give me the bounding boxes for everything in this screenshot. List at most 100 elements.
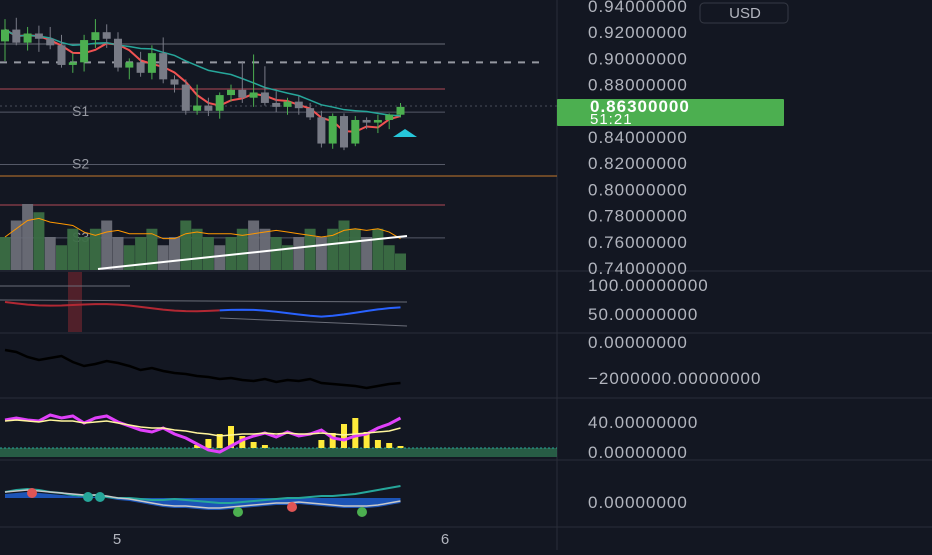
candlesticks xyxy=(1,17,405,151)
indicator-tick-label: 0.00000000 xyxy=(588,443,688,462)
volume-bar xyxy=(372,228,384,270)
volume-bar xyxy=(10,220,22,270)
wave-signal-dot xyxy=(287,502,297,512)
volume-bar xyxy=(157,245,169,270)
pivot-label-s1: S1 xyxy=(72,103,89,119)
price-tick-label: 0.80000000 xyxy=(588,180,688,199)
candle-body xyxy=(351,119,360,144)
momentum-zero-band xyxy=(0,448,557,457)
price-tick-label: 0.88000000 xyxy=(588,76,688,95)
candle-body xyxy=(215,95,224,111)
last-price-marker: 0.86300000 51:21 xyxy=(393,97,784,137)
arrow-up-icon xyxy=(393,129,417,137)
candle-body xyxy=(227,89,235,96)
candle-body xyxy=(147,53,156,73)
volume-bar xyxy=(202,237,214,270)
time-label-6[interactable]: 6 xyxy=(441,531,449,548)
volume-bar xyxy=(135,237,147,270)
price-tick-label: 0.78000000 xyxy=(588,207,688,226)
momentum-histogram-bar xyxy=(329,433,336,448)
candle-body xyxy=(260,92,269,103)
wave-signal-dot xyxy=(357,507,367,517)
price-tick-label: 0.84000000 xyxy=(588,128,688,147)
volume-bar xyxy=(169,237,180,270)
volume-average-line xyxy=(4,217,401,240)
candle-body xyxy=(91,32,100,41)
volume-bar xyxy=(383,245,395,270)
volume-bar xyxy=(304,228,316,270)
candle-body xyxy=(46,38,55,46)
candle-body xyxy=(283,101,292,107)
volume-bar xyxy=(214,245,226,270)
pivot-label-s2: S2 xyxy=(72,156,89,172)
indicator-axes[interactable]: 100.00000000 50.00000000 0.00000000 −200000… xyxy=(588,276,761,512)
oscillator-line-bullish xyxy=(219,306,401,318)
candle-body xyxy=(125,62,134,68)
countdown-label: 51:21 xyxy=(590,111,633,128)
wave-signal-dot xyxy=(27,488,37,498)
indicator-tick-label: 50.00000000 xyxy=(588,305,698,324)
volume-bar xyxy=(67,228,79,270)
candle-body xyxy=(249,92,258,98)
currency-button[interactable]: USD xyxy=(699,2,789,24)
momentum-line xyxy=(4,413,402,454)
oscillator-signal-line xyxy=(0,299,408,303)
time-label-5[interactable]: 5 xyxy=(113,531,121,548)
candle-body xyxy=(1,29,9,42)
volume-bar xyxy=(123,245,135,270)
wave-line-slow xyxy=(4,489,401,509)
candle-body xyxy=(23,33,32,43)
volume-bar xyxy=(78,237,90,270)
volume-bar xyxy=(89,228,101,270)
oscillator-highlight xyxy=(68,272,82,332)
candle-body xyxy=(204,105,213,111)
volume-bar xyxy=(349,228,361,270)
volume-bar xyxy=(22,204,34,270)
candle-body xyxy=(136,62,145,73)
volume-bars xyxy=(0,204,408,270)
candle-body xyxy=(34,33,43,39)
candle-body xyxy=(396,106,405,115)
momentum-histogram-bar xyxy=(205,439,212,448)
volume-bar xyxy=(236,228,248,270)
candle-body xyxy=(362,119,371,123)
candle-body xyxy=(317,117,326,144)
volume-bar xyxy=(56,245,67,270)
candle-body xyxy=(114,38,122,68)
momentum-histogram-bar xyxy=(318,440,325,448)
candle-body xyxy=(238,89,247,98)
price-axis[interactable]: 0.94000000 0.92000000 0.90000000 0.88000000… xyxy=(588,0,688,278)
currency-button-bg[interactable] xyxy=(699,2,789,24)
candle-body xyxy=(12,29,21,43)
momentum-signal-line xyxy=(4,419,401,437)
volume-bar xyxy=(180,220,192,270)
volume-bar xyxy=(146,228,158,270)
volume-bar xyxy=(293,237,305,270)
price-tick-label: 0.74000000 xyxy=(588,259,688,278)
candle-body xyxy=(373,119,382,123)
momentum-histogram-bar xyxy=(397,446,404,448)
volume-bar xyxy=(101,220,113,270)
price-tick-label: 0.92000000 xyxy=(588,23,688,42)
volume-bar xyxy=(338,220,350,270)
volume-bar xyxy=(44,237,56,270)
volume-bar xyxy=(270,237,282,270)
volume-bar xyxy=(0,237,11,270)
candle-body xyxy=(68,62,77,65)
price-tick-label: 0.82000000 xyxy=(588,154,688,173)
oscillator-line-bearish xyxy=(4,301,220,313)
last-price-box xyxy=(557,99,784,126)
momentum-histogram-bar xyxy=(341,424,347,448)
momentum-histogram-bar xyxy=(363,432,370,448)
price-tick-label: 0.90000000 xyxy=(588,49,688,68)
indicator-tick-label: 40.00000000 xyxy=(588,413,698,432)
momentum-histogram-bar xyxy=(261,445,268,448)
volume-bar xyxy=(191,228,203,270)
candle-body xyxy=(306,108,315,118)
time-axis[interactable]: 5 6 xyxy=(113,531,449,548)
currency-label[interactable]: USD xyxy=(729,5,761,22)
indicator-tick-label: 100.00000000 xyxy=(588,276,709,295)
